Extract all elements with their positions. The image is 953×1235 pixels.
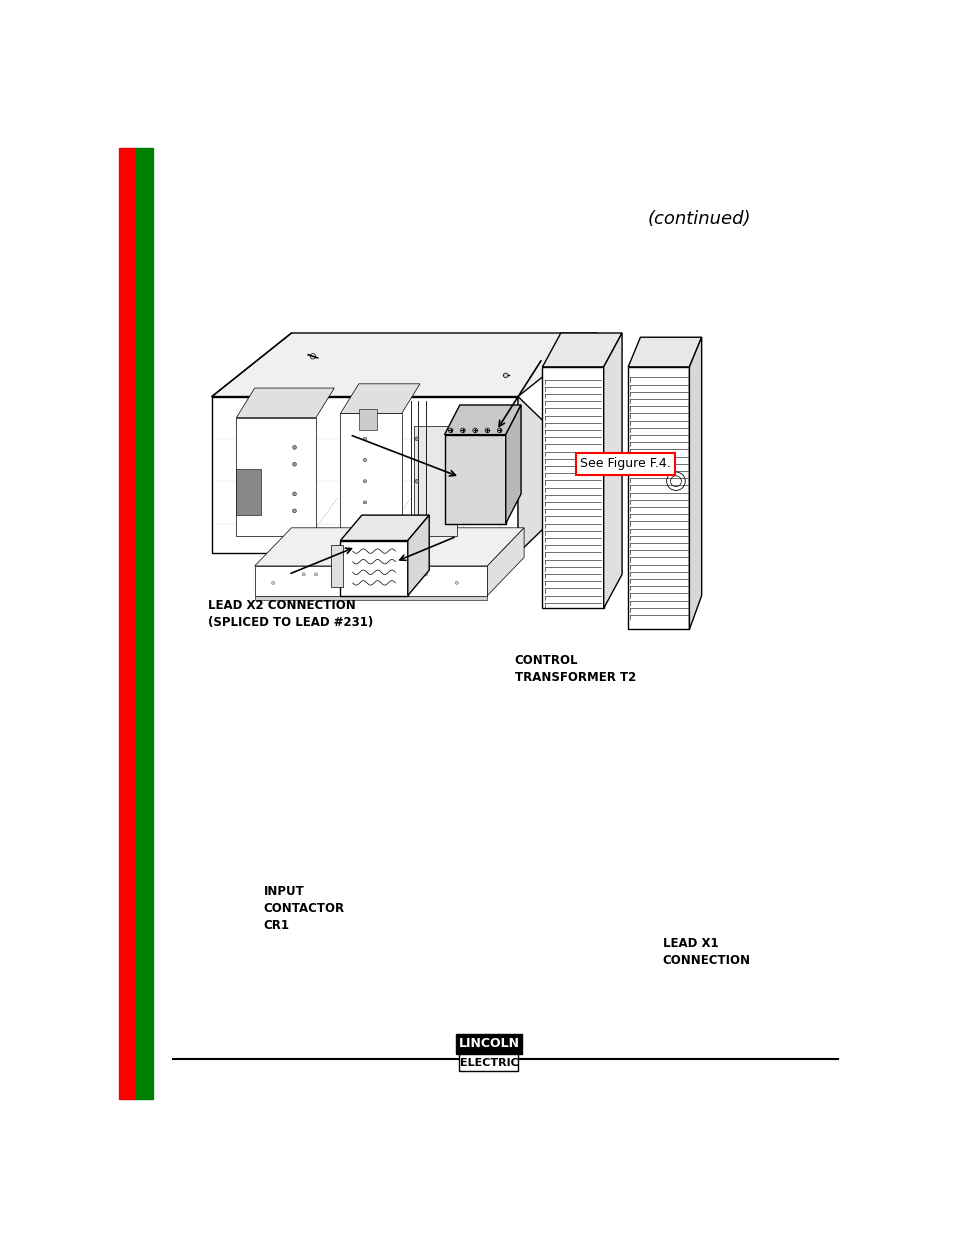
Text: LEAD X1
CONNECTION: LEAD X1 CONNECTION bbox=[662, 937, 750, 967]
Text: (continued): (continued) bbox=[647, 210, 751, 227]
Text: Return to Section TOC: Return to Section TOC bbox=[123, 210, 132, 324]
Circle shape bbox=[333, 582, 335, 584]
Polygon shape bbox=[414, 426, 456, 536]
Polygon shape bbox=[254, 566, 487, 595]
Circle shape bbox=[293, 462, 296, 466]
Text: Return to Master TOC: Return to Master TOC bbox=[140, 450, 150, 561]
Polygon shape bbox=[517, 396, 548, 553]
Polygon shape bbox=[212, 333, 597, 396]
Text: LEAD X2 CONNECTION
(SPLICED TO LEAD #231): LEAD X2 CONNECTION (SPLICED TO LEAD #231… bbox=[208, 599, 373, 629]
Text: Return to Section TOC: Return to Section TOC bbox=[123, 448, 132, 562]
Polygon shape bbox=[444, 405, 520, 435]
Polygon shape bbox=[236, 468, 260, 515]
Circle shape bbox=[363, 479, 366, 483]
Polygon shape bbox=[505, 405, 520, 524]
Polygon shape bbox=[340, 414, 401, 541]
Circle shape bbox=[363, 437, 366, 441]
Polygon shape bbox=[689, 337, 700, 630]
Polygon shape bbox=[627, 337, 700, 367]
Polygon shape bbox=[212, 396, 517, 553]
Text: Return to Master TOC: Return to Master TOC bbox=[140, 925, 150, 1036]
Polygon shape bbox=[407, 515, 429, 595]
Text: CONTROL
TRANSFORMER T2: CONTROL TRANSFORMER T2 bbox=[515, 655, 636, 684]
Circle shape bbox=[455, 582, 457, 584]
Circle shape bbox=[293, 492, 296, 496]
Bar bbox=[459, 1055, 517, 1072]
Circle shape bbox=[314, 573, 317, 576]
Circle shape bbox=[394, 582, 396, 584]
Polygon shape bbox=[542, 333, 621, 367]
Text: LINCOLN: LINCOLN bbox=[458, 1037, 518, 1050]
Text: Return to Master TOC: Return to Master TOC bbox=[140, 687, 150, 798]
Polygon shape bbox=[444, 435, 505, 524]
Bar bbox=[119, 148, 136, 1099]
Polygon shape bbox=[236, 388, 334, 417]
Text: See Figure F.4.: See Figure F.4. bbox=[579, 457, 670, 471]
Polygon shape bbox=[340, 384, 419, 414]
Polygon shape bbox=[254, 595, 487, 600]
Circle shape bbox=[415, 479, 418, 483]
Polygon shape bbox=[487, 527, 523, 595]
Polygon shape bbox=[542, 367, 603, 609]
Text: Return to Section TOC: Return to Section TOC bbox=[123, 924, 132, 1037]
Polygon shape bbox=[331, 545, 343, 587]
Polygon shape bbox=[603, 333, 621, 609]
Circle shape bbox=[415, 437, 418, 441]
Circle shape bbox=[363, 458, 366, 462]
Text: Return to Section TOC: Return to Section TOC bbox=[123, 685, 132, 799]
Polygon shape bbox=[254, 527, 523, 566]
Text: INPUT
CONTACTOR
CR1: INPUT CONTACTOR CR1 bbox=[263, 885, 344, 932]
Bar bbox=[456, 1034, 521, 1055]
Polygon shape bbox=[236, 417, 315, 536]
Circle shape bbox=[363, 522, 366, 525]
Circle shape bbox=[302, 573, 305, 576]
Polygon shape bbox=[340, 541, 407, 595]
Bar bbox=[136, 148, 153, 1099]
Circle shape bbox=[424, 573, 427, 576]
Circle shape bbox=[363, 573, 366, 576]
Circle shape bbox=[363, 501, 366, 504]
Polygon shape bbox=[340, 515, 429, 541]
Polygon shape bbox=[627, 367, 689, 630]
Circle shape bbox=[293, 446, 296, 450]
Circle shape bbox=[503, 373, 508, 378]
Circle shape bbox=[272, 582, 274, 584]
Circle shape bbox=[415, 521, 418, 526]
Circle shape bbox=[293, 509, 296, 513]
Text: ELECTRIC: ELECTRIC bbox=[459, 1058, 517, 1068]
Polygon shape bbox=[358, 409, 376, 431]
Text: Return to Master TOC: Return to Master TOC bbox=[140, 211, 150, 322]
